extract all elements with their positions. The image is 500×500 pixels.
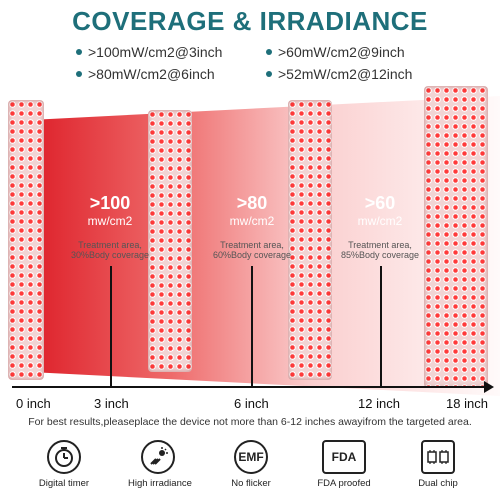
bullet-dot (76, 71, 82, 77)
light-panel-12inch (424, 86, 488, 388)
light-panel-6inch (288, 100, 332, 380)
feature-no-flicker: EMF No flicker (221, 440, 281, 489)
distance-label: 18 inch (446, 396, 488, 411)
page-title: COVERAGE & IRRADIANCE (72, 6, 428, 36)
spec-item: >60mW/cm2@9inch (266, 44, 405, 60)
bullet-dot (76, 49, 82, 55)
irradiance-icon (141, 440, 175, 474)
distance-label: 6 inch (234, 396, 269, 411)
spec-item: >100mW/cm2@3inch (76, 44, 222, 60)
timer-icon (47, 440, 81, 474)
feature-label: Digital timer (38, 478, 90, 489)
area-line: Treatment area, (348, 240, 412, 250)
area-line: Treatment area, (78, 240, 142, 250)
bullet-dot (266, 71, 272, 77)
zone-unit: mw/cm2 (357, 214, 403, 228)
chip-icon (421, 440, 455, 474)
zone-area: Treatment area, 60%Body coverage (200, 240, 304, 260)
distance-label: 3 inch (94, 396, 129, 411)
feature-label: No flicker (231, 478, 271, 489)
feature-label: FDA proofed (317, 478, 371, 489)
spec-text: >100mW/cm2@3inch (88, 44, 223, 60)
light-panel-side (8, 100, 44, 380)
zone-area: Treatment area, 30%Body coverage (60, 240, 160, 260)
spec-item: >52mW/cm2@12inch (266, 66, 412, 82)
zone-power: >80 (236, 193, 268, 213)
zone-power: >60 (364, 193, 396, 213)
area-line: 60%Body coverage (212, 250, 292, 260)
feature-high-irradiance: High irradiance (128, 440, 192, 489)
emf-icon: EMF (234, 440, 268, 474)
axis-arrow-icon (484, 381, 494, 393)
zone-power: >100 (89, 193, 131, 213)
spec-text: >80mW/cm2@6inch (88, 66, 215, 82)
feature-dual-chip: Dual chip (408, 440, 468, 489)
spec-text: >60mW/cm2@9inch (278, 44, 405, 60)
spec-item: >80mW/cm2@6inch (76, 66, 215, 82)
area-line: 30%Body coverage (70, 250, 150, 260)
area-line: Treatment area, (220, 240, 284, 250)
fda-badge-text: FDA (331, 450, 357, 464)
spec-text: >52mW/cm2@12inch (278, 66, 413, 82)
zone-area: Treatment area, 85%Body coverage (328, 240, 432, 260)
feature-label: Dual chip (418, 478, 458, 489)
fda-icon: FDA (322, 440, 366, 474)
zone-unit: mw/cm2 (87, 214, 133, 228)
bullet-dot (266, 49, 272, 55)
distance-label: 12 inch (358, 396, 400, 411)
feature-digital-timer: Digital timer (34, 440, 94, 489)
distance-axis (12, 386, 486, 388)
distance-label: 0 inch (16, 396, 51, 411)
zone-marker (380, 266, 382, 386)
light-panel-3inch (148, 110, 192, 372)
feature-label: High irradiance (128, 478, 192, 489)
area-line: 85%Body coverage (340, 250, 420, 260)
feature-fda-proofed: FDA FDA proofed (314, 440, 374, 489)
zone-unit: mw/cm2 (229, 214, 275, 228)
light-beam (30, 96, 500, 396)
zone-marker (251, 266, 253, 386)
zone-marker (110, 266, 112, 386)
emf-badge-text: EMF (238, 450, 264, 464)
usage-note: For best results,pleaseplace the device … (28, 416, 472, 428)
